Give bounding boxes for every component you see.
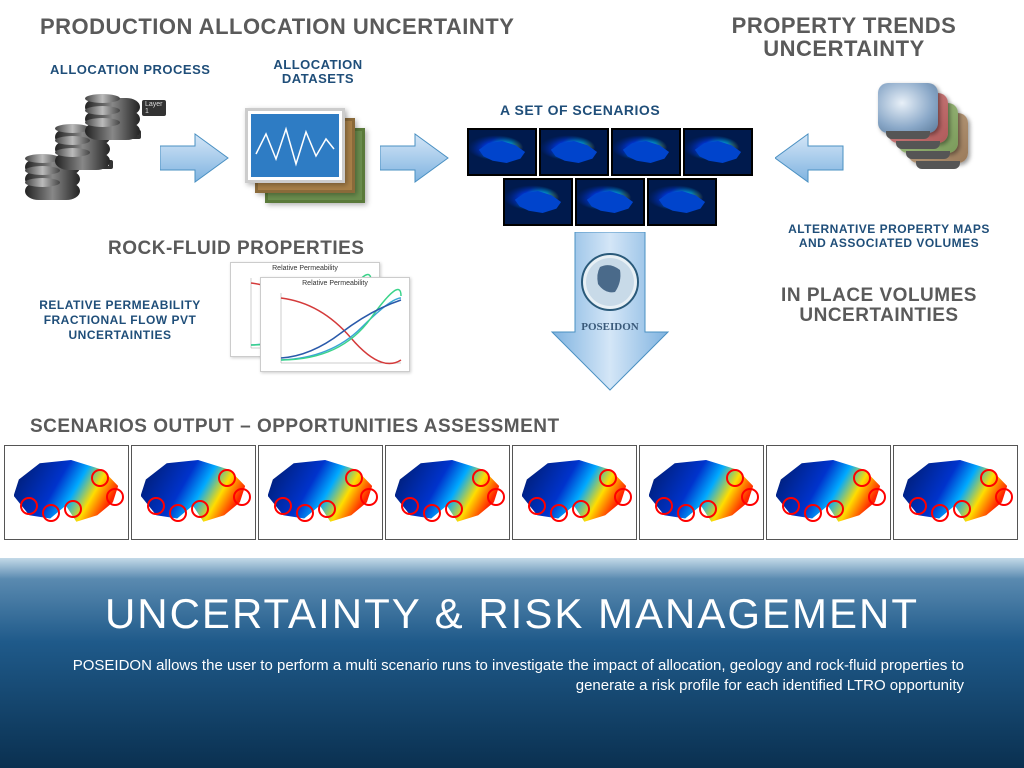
output-map-2	[258, 445, 383, 540]
output-map-row	[4, 445, 1018, 540]
relperm-charts-icon: Relative Permeability Relative Permeabil…	[230, 262, 420, 382]
output-map-4	[512, 445, 637, 540]
output-map-6	[766, 445, 891, 540]
output-map-0	[4, 445, 129, 540]
heading-production-allocation: PRODUCTION ALLOCATION UNCERTAINTY	[40, 14, 514, 40]
output-map-5	[639, 445, 764, 540]
heading-scenarios-output: SCENARIOS OUTPUT – OPPORTUNITIES ASSESSM…	[30, 416, 560, 438]
banner-title: UNCERTAINTY & RISK MANAGEMENT	[50, 590, 974, 638]
bottom-banner: UNCERTAINTY & RISK MANAGEMENT POSEIDON a…	[0, 558, 1024, 768]
property-cards-icon	[870, 75, 990, 185]
cylinder-stack-icon: Layer N Layer 2 Layer 1	[20, 88, 150, 208]
label-allocation-process: ALLOCATION PROCESS	[50, 62, 210, 77]
label-set-scenarios: A SET OF SCENARIOS	[500, 102, 660, 118]
arrow-left-icon	[775, 130, 845, 186]
svg-text:POSEIDON: POSEIDON	[581, 321, 639, 333]
heading-rock-fluid: ROCK-FLUID PROPERTIES	[108, 238, 364, 260]
dataset-cards-icon	[235, 100, 375, 210]
output-map-7	[893, 445, 1018, 540]
label-allocation-datasets: ALLOCATION DATASETS	[268, 58, 368, 87]
output-map-1	[131, 445, 256, 540]
heading-in-place: IN PLACE VOLUMES UNCERTAINTIES	[764, 286, 994, 326]
banner-subtitle: POSEIDON allows the user to perform a mu…	[50, 656, 974, 697]
arrow-right-2-icon	[380, 130, 450, 186]
heading-property-trends: PROPERTY TRENDS UNCERTAINTY	[724, 14, 964, 60]
label-alt-property: ALTERNATIVE PROPERTY MAPS AND ASSOCIATED…	[784, 222, 994, 251]
arrow-down-poseidon-icon: POSEIDON	[550, 232, 670, 392]
scenario-grid	[460, 128, 760, 226]
output-map-3	[385, 445, 510, 540]
arrow-right-1-icon	[160, 130, 230, 186]
label-rel-perm: RELATIVE PERMEABILITY FRACTIONAL FLOW PV…	[20, 298, 220, 343]
